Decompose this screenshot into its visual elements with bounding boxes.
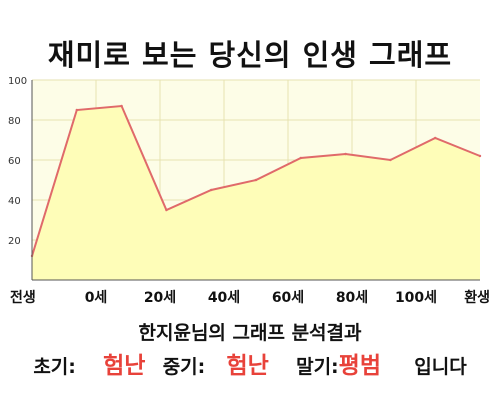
x-tick-label: 0세 [85,290,108,306]
data-point [344,152,347,156]
data-point [210,188,213,192]
x-tick-label: 40세 [208,290,240,306]
data-point [434,136,437,140]
data-point [75,108,79,112]
early-label: 초기: [33,356,76,378]
x-tick-labels: 전생 0세 20세 40세 60세 80세 100세 환생 [10,289,490,306]
y-tick-label: 40 [8,196,21,207]
result-suffix: 입니다 [414,356,467,378]
data-point [389,158,392,162]
middle-label: 중기: [162,356,206,378]
y-tick-label: 100 [8,76,27,87]
life-area-fill [32,106,480,280]
middle-value: 험난 [226,353,269,379]
late-label: 말기: [296,356,339,378]
data-points [30,104,482,258]
late-value: 평범 [338,353,381,379]
y-tick-label: 60 [8,156,21,167]
x-tick-label: 100세 [395,290,437,306]
result-summary: 초기: 험난 중기: 험난 말기:평범 입니다 [0,346,500,380]
data-point [478,154,482,158]
early-value: 험난 [103,353,146,379]
x-tick-label: 환생 [464,289,490,306]
x-tick-label: 60세 [272,290,304,306]
result-title: 한지윤님의 그래프 분석결과 [138,322,362,344]
y-tick-labels: 100 80 60 40 20 [8,76,27,247]
y-tick-label: 20 [8,236,21,247]
data-point [165,208,168,212]
page-title: 재미로 보는 당신의 인생 그래프 [47,38,453,72]
data-point [299,156,302,160]
x-tick-label: 전생 [10,289,36,306]
data-point [120,104,123,108]
data-point [254,178,258,182]
y-tick-label: 80 [8,116,21,127]
x-tick-label: 80세 [336,290,368,306]
x-tick-label: 20세 [144,290,176,306]
